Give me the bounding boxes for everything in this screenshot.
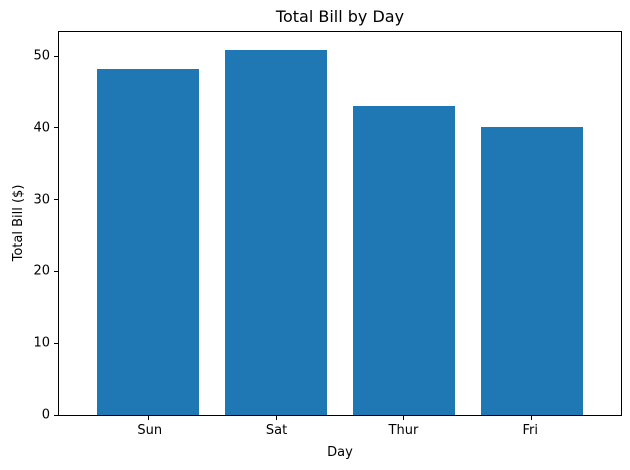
bar-slot-sat xyxy=(212,32,340,415)
y-tick-mark xyxy=(54,199,58,201)
y-tick-label-40: 40 xyxy=(33,120,50,136)
x-axis-label: Day xyxy=(327,445,353,460)
y-tick-label-20: 20 xyxy=(33,263,50,279)
y-tick-mark xyxy=(54,55,58,57)
chart-title: Total Bill by Day xyxy=(275,7,405,26)
y-tick-mark xyxy=(54,342,58,344)
bar-slot-sun xyxy=(84,32,212,415)
bar-sat xyxy=(224,50,328,415)
y-axis-label: Total Bill ($) xyxy=(11,184,27,262)
x-tick-mark xyxy=(531,416,533,420)
x-tick-mark xyxy=(403,416,405,420)
x-tick-label-fri: Fri xyxy=(522,423,538,438)
y-tick-mark xyxy=(54,414,58,416)
bar-slot-fri xyxy=(468,32,596,415)
x-tick-mark xyxy=(275,416,277,420)
y-tick-mark xyxy=(54,127,58,129)
y-tick-mark xyxy=(54,270,58,272)
x-tick-mark xyxy=(147,416,149,420)
y-tick-label-0: 0 xyxy=(41,407,50,423)
x-tick-label-sat: Sat xyxy=(265,423,288,438)
x-tick-labels: Sun Sat Thur Fri xyxy=(58,423,622,439)
bar-slot-thur xyxy=(340,32,468,415)
bar-sun xyxy=(97,69,200,415)
y-tick-label-10: 10 xyxy=(33,335,50,351)
bar-fri xyxy=(480,126,583,415)
x-tick-label-sun: Sun xyxy=(137,423,163,438)
y-tick-label-50: 50 xyxy=(33,48,50,64)
plot-area: 0 10 20 30 40 50 xyxy=(33,31,622,422)
y-tick-label-30: 30 xyxy=(33,192,50,208)
x-tick-label-thur: Thur xyxy=(388,423,419,438)
bar-thur xyxy=(352,105,456,415)
bars-container xyxy=(59,32,621,415)
